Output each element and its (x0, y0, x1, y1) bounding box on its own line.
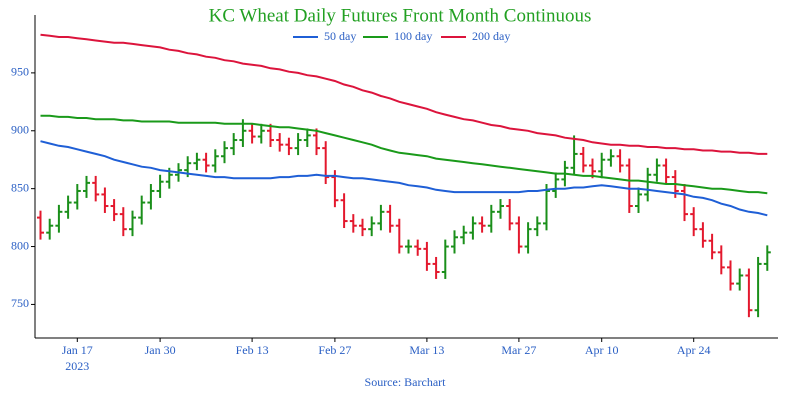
x-tick-label: Feb 13 (236, 343, 269, 357)
x-tick-label: Jan 30 (145, 343, 176, 357)
x-tick-label: Jan 17 (62, 343, 93, 357)
x-tick-label: Feb 27 (318, 343, 351, 357)
x-tick-label: Mar 27 (501, 343, 536, 357)
legend-label: 50 day (324, 29, 356, 43)
y-tick-label: 950 (11, 65, 29, 79)
x-tick-sublabel: 2023 (65, 359, 89, 373)
legend-label: 100 day (394, 29, 432, 43)
y-tick-label: 750 (11, 296, 29, 310)
x-tick-label: Mar 13 (409, 343, 444, 357)
legend-label: 200 day (472, 29, 510, 43)
x-tick-label: Apr 10 (585, 343, 619, 357)
y-tick-label: 850 (11, 180, 29, 194)
x-tick-label: Apr 24 (677, 343, 711, 357)
moving-average-line (40, 114, 768, 195)
y-tick-label: 800 (11, 238, 29, 252)
source-note: Source: Barchart (365, 375, 447, 389)
chart-title: KC Wheat Daily Futures Front Month Conti… (209, 5, 592, 26)
moving-average-line (40, 140, 768, 217)
moving-average-line (40, 33, 768, 155)
y-tick-label: 900 (11, 123, 29, 137)
